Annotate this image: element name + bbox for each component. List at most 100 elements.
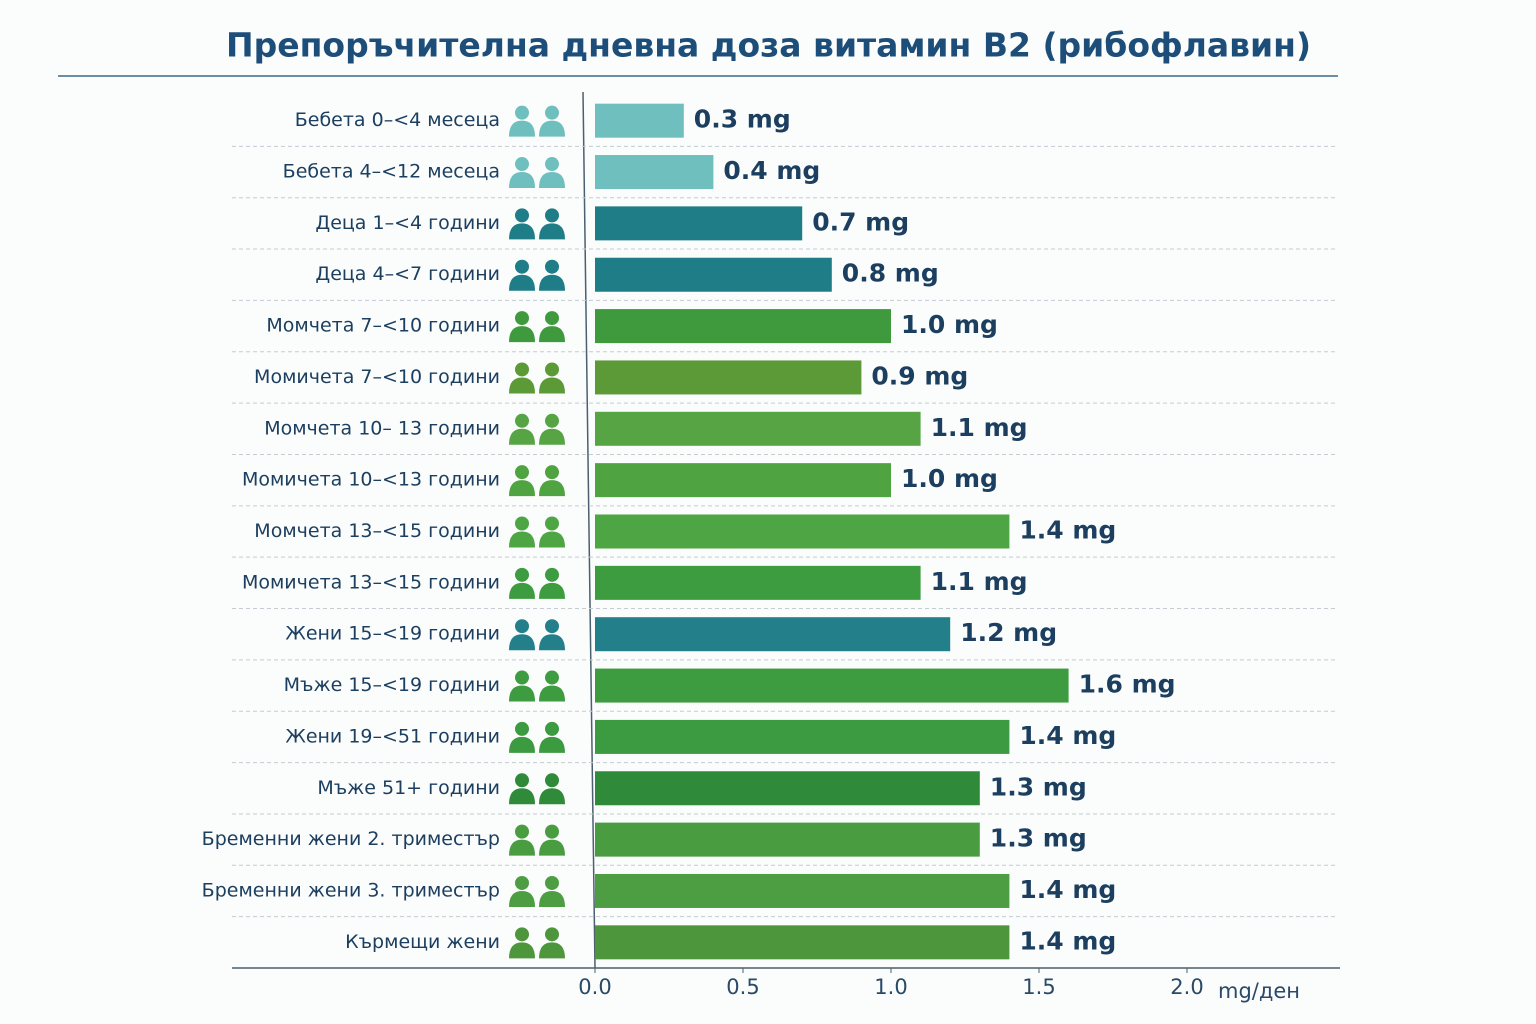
person-icon — [545, 413, 559, 428]
person-icon — [545, 773, 559, 788]
person-icon — [539, 942, 565, 959]
bar — [595, 617, 951, 652]
person-icon — [539, 634, 565, 651]
value-label: 0.4 mg — [723, 156, 820, 185]
y-tick-label: Момчета 10– 13 години — [264, 417, 500, 439]
y-tick-label: Момчета 13–<15 години — [254, 520, 500, 542]
person-icon — [515, 311, 529, 326]
bar — [595, 411, 921, 446]
person-icon — [545, 208, 559, 223]
person-icon — [539, 274, 565, 291]
bar — [595, 103, 684, 138]
person-icon — [539, 582, 565, 599]
person-icon — [545, 670, 559, 685]
x-axis-label: mg/ден — [1218, 979, 1300, 1003]
person-icon — [515, 619, 529, 634]
person-icon — [509, 120, 535, 137]
person-icon — [539, 172, 565, 189]
value-label: 1.4 mg — [1019, 516, 1116, 545]
person-icon — [539, 223, 565, 240]
y-tick-label: Деца 1–<4 години — [315, 212, 500, 234]
x-tick-label: 1.0 — [874, 975, 907, 999]
person-icon — [515, 927, 529, 942]
person-icon — [509, 788, 535, 805]
value-label: 1.4 mg — [1019, 926, 1116, 955]
y-tick-label: Мъже 51+ години — [317, 777, 500, 799]
y-tick-label: Деца 4–<7 години — [315, 263, 500, 285]
person-icon — [509, 890, 535, 907]
person-icon — [509, 172, 535, 189]
value-label: 1.0 mg — [901, 310, 998, 339]
value-label: 0.9 mg — [871, 361, 968, 390]
person-icon — [515, 824, 529, 839]
bar — [595, 309, 891, 344]
value-label: 1.1 mg — [931, 567, 1028, 596]
y-tick-label: Бебета 4–<12 месеца — [283, 161, 500, 183]
person-icon — [545, 516, 559, 531]
y-tick-label: Бременни жени 3. триместър — [202, 879, 500, 901]
y-tick-label: Жени 15–<19 години — [285, 623, 500, 645]
person-icon — [539, 480, 565, 497]
y-tick-label: Мъже 15–<19 години — [284, 674, 500, 696]
person-icon — [539, 120, 565, 137]
person-icon — [515, 259, 529, 274]
bar — [595, 257, 832, 292]
value-label: 1.3 mg — [990, 772, 1087, 801]
person-icon — [545, 824, 559, 839]
person-icon — [539, 531, 565, 548]
person-icon — [515, 516, 529, 531]
bar — [595, 822, 980, 857]
person-icon — [545, 259, 559, 274]
person-icon — [539, 326, 565, 343]
person-icon — [515, 157, 529, 172]
person-icon — [539, 428, 565, 445]
value-label: 0.3 mg — [694, 105, 791, 134]
person-icon — [539, 736, 565, 753]
y-tick-label: Момчета 7–<10 години — [266, 315, 500, 337]
bar — [595, 463, 891, 498]
person-icon — [509, 326, 535, 343]
y-tick-label: Бременни жени 2. триместър — [202, 828, 500, 850]
x-tick-label: 0.0 — [578, 975, 611, 999]
bar — [595, 360, 862, 395]
y-tick-label: Жени 19–<51 години — [285, 725, 500, 747]
person-icon — [545, 311, 559, 326]
person-icon — [539, 685, 565, 702]
person-icon — [509, 480, 535, 497]
person-icon — [509, 685, 535, 702]
person-icon — [515, 875, 529, 890]
y-tick-label: Кърмещи жени — [345, 931, 500, 953]
person-icon — [545, 105, 559, 120]
person-icon — [545, 721, 559, 736]
value-label: 0.8 mg — [842, 259, 939, 288]
value-label: 1.4 mg — [1019, 875, 1116, 904]
person-icon — [545, 875, 559, 890]
y-tick-label: Момичета 10–<13 години — [242, 469, 500, 491]
y-axis — [582, 91, 596, 969]
person-icon — [509, 634, 535, 651]
y-tick-label: Момичета 13–<15 години — [242, 571, 500, 593]
bar — [595, 771, 980, 806]
person-icon — [515, 670, 529, 685]
person-icon — [509, 274, 535, 291]
person-icon — [515, 362, 529, 377]
person-icon — [539, 890, 565, 907]
person-icon — [509, 531, 535, 548]
value-label: 1.1 mg — [931, 413, 1028, 442]
person-icon — [545, 362, 559, 377]
person-icon — [539, 788, 565, 805]
y-tick-label: Бебета 0–<4 месеца — [295, 109, 500, 131]
person-icon — [509, 223, 535, 240]
y-tick-label: Момичета 7–<10 години — [254, 366, 500, 388]
bar — [595, 668, 1069, 703]
bar — [595, 873, 1010, 908]
person-icon — [509, 839, 535, 856]
bar — [595, 514, 1010, 549]
person-icon — [545, 567, 559, 582]
person-icon — [539, 377, 565, 394]
bar — [595, 565, 921, 600]
person-icon — [545, 927, 559, 942]
person-icon — [545, 465, 559, 480]
bar — [595, 155, 714, 190]
